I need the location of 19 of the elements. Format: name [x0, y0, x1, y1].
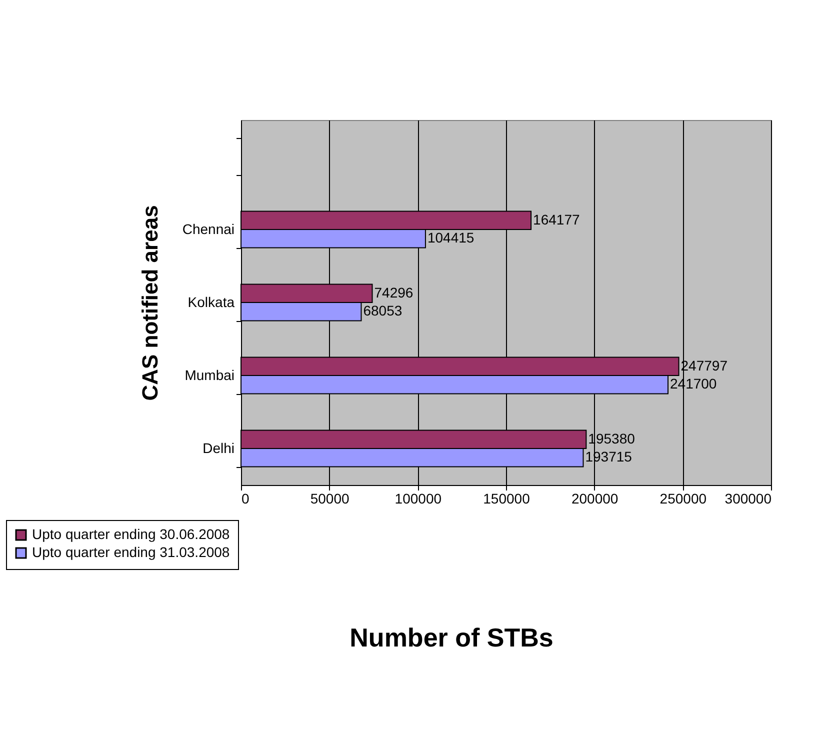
x-tick-label: 250000: [660, 490, 707, 506]
data-label: 104415: [427, 230, 474, 246]
x-tick-label: 150000: [483, 490, 530, 506]
legend-label: Upto quarter ending 30.06.2008: [32, 526, 230, 542]
x-tick-label: 300000: [724, 490, 772, 506]
y-tick-label: Chennai: [182, 221, 234, 237]
x-tick-label: 0: [242, 490, 250, 506]
y-tick-label: Delhi: [202, 440, 234, 456]
data-label: 68053: [363, 302, 402, 319]
x-tick-label: 50000: [310, 490, 350, 506]
x-axis-title: Number of STBs: [350, 622, 554, 652]
data-label: 164177: [533, 211, 580, 228]
y-tick-label: Kolkata: [188, 294, 235, 310]
y-tick-label: Mumbai: [184, 367, 234, 383]
x-tick-label: 100000: [394, 490, 442, 506]
legend-label: Upto quarter ending 31.03.2008: [32, 544, 230, 560]
x-tick-label: 200000: [571, 490, 618, 506]
data-label: 74296: [374, 284, 414, 300]
y-axis-title: CAS notified areas: [137, 205, 162, 401]
